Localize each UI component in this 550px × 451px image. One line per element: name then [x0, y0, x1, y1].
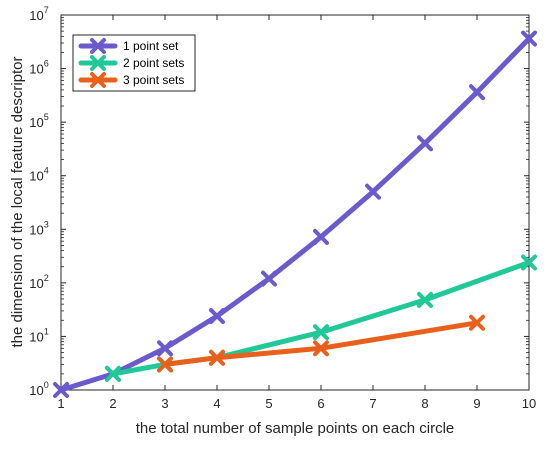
legend-entry: 1 point set	[78, 38, 179, 54]
series-layer	[53, 30, 537, 398]
data-point	[209, 308, 225, 325]
marker-stroke	[90, 72, 106, 88]
x-tick-label: 5	[265, 396, 272, 411]
legend: 1 point set 2 point sets 3 point sets	[72, 34, 196, 92]
data-point	[261, 270, 277, 287]
y-tick-label: 105	[29, 112, 48, 130]
x-axis-ticks: 1 2 3 4 5 6 7 8 9 10	[57, 15, 536, 411]
marker-stroke	[53, 382, 69, 398]
marker-stroke	[469, 84, 485, 101]
legend-swatch-marker	[90, 38, 106, 54]
marker-stroke	[157, 356, 173, 373]
marker-stroke	[521, 30, 537, 47]
legend-label: 3 point sets	[123, 73, 184, 87]
data-point	[313, 340, 329, 357]
data-point	[417, 291, 433, 308]
data-point	[157, 356, 173, 373]
marker-stroke	[90, 55, 106, 71]
marker-stroke	[365, 183, 381, 200]
marker-stroke	[469, 314, 485, 331]
data-point	[417, 135, 433, 152]
data-point	[469, 84, 485, 101]
legend-swatch-marker	[90, 55, 106, 71]
x-tick-label: 1	[57, 396, 64, 411]
data-point	[209, 349, 225, 366]
marker-stroke	[105, 365, 121, 382]
x-tick-label: 6	[317, 396, 324, 411]
y-tick-label: 104	[29, 166, 48, 184]
y-tick-label: 100	[29, 380, 48, 398]
marker-stroke	[209, 308, 225, 325]
marker-stroke	[521, 254, 537, 271]
data-point	[157, 340, 173, 357]
y-tick-label: 106	[29, 59, 48, 77]
data-point	[469, 314, 485, 331]
legend-swatch-marker	[90, 72, 106, 88]
marker-stroke	[261, 270, 277, 287]
marker-stroke	[313, 340, 329, 357]
x-tick-label: 3	[161, 396, 168, 411]
series-line	[110, 260, 532, 377]
marker-stroke	[209, 349, 225, 366]
data-point	[53, 382, 69, 398]
data-point	[105, 365, 121, 382]
data-point	[365, 183, 381, 200]
legend-label: 1 point set	[123, 39, 179, 53]
series-line	[162, 320, 480, 367]
y-tick-label: 107	[29, 5, 48, 23]
data-point	[313, 228, 329, 245]
x-axis-label: the total number of sample points on eac…	[136, 420, 455, 437]
x-tick-label: 4	[213, 396, 220, 411]
y-tick-label: 102	[29, 273, 48, 291]
x-tick-label: 2	[109, 396, 116, 411]
x-tick-label: 8	[421, 396, 428, 411]
y-axis-label: the dimension of the local feature descr…	[9, 56, 26, 347]
x-tick-label: 9	[473, 396, 480, 411]
data-point	[521, 254, 537, 271]
y-tick-label: 103	[29, 219, 48, 237]
data-point	[521, 30, 537, 47]
marker-stroke	[417, 291, 433, 308]
legend-entry: 2 point sets	[78, 55, 184, 71]
marker-stroke	[417, 135, 433, 152]
marker-stroke	[90, 38, 106, 54]
x-tick-label: 10	[522, 396, 536, 411]
marker-stroke	[313, 324, 329, 341]
data-point	[313, 324, 329, 341]
series-line	[58, 36, 532, 393]
series-3	[157, 314, 485, 373]
y-axis-ticks: 100 101 102 103 104 105 106 107	[29, 5, 529, 398]
x-tick-label: 7	[369, 396, 376, 411]
y-tick-label: 101	[29, 326, 48, 344]
marker-stroke	[313, 228, 329, 245]
legend-entry: 3 point sets	[78, 72, 184, 88]
marker-stroke	[157, 340, 173, 357]
legend-label: 2 point sets	[123, 56, 184, 70]
